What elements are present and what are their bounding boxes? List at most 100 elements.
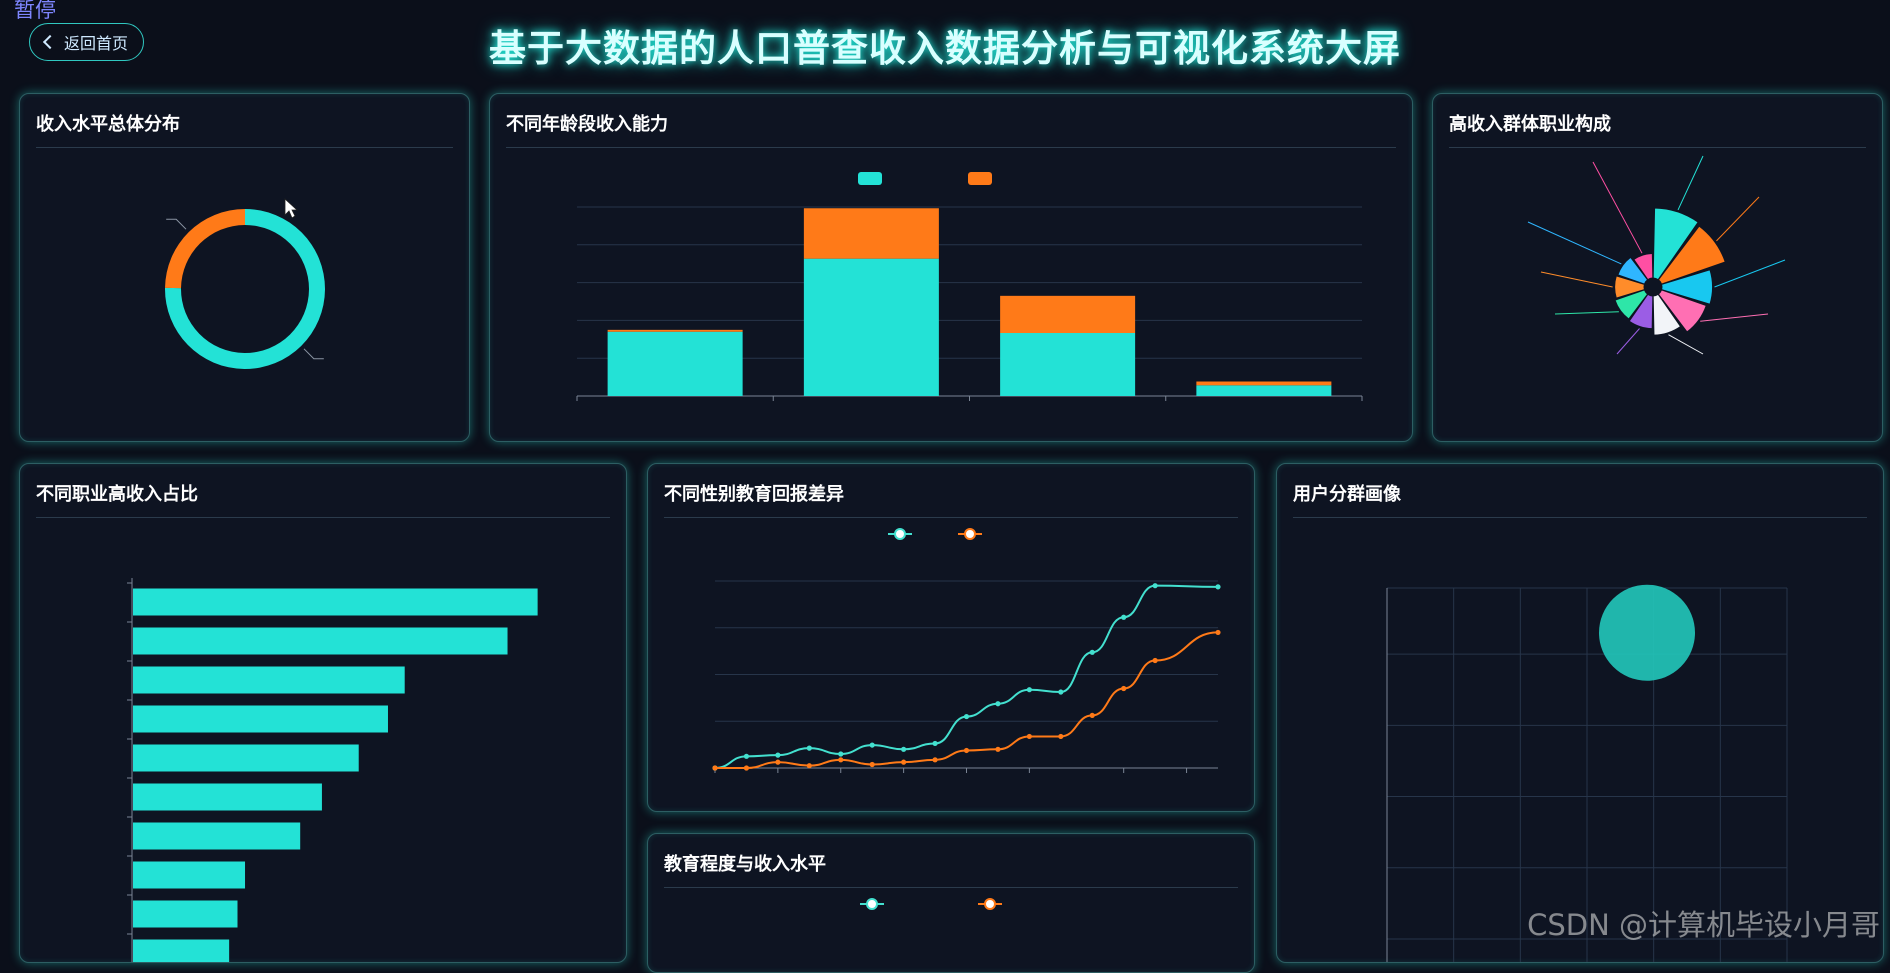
- label-leader: [1616, 328, 1640, 355]
- data-point: [838, 751, 844, 757]
- bar-segment: [803, 258, 939, 396]
- label-leader: [1700, 313, 1769, 322]
- legend-marker: [894, 528, 906, 540]
- panel-user-segment: 用户分群画像: [1276, 463, 1884, 963]
- divider: [664, 887, 1238, 888]
- data-point: [1121, 614, 1127, 620]
- bar: [133, 744, 359, 772]
- bar-segment: [607, 331, 743, 396]
- data-point: [869, 761, 875, 768]
- cursor-icon: [284, 198, 299, 219]
- data-point: [963, 747, 970, 754]
- legend-swatch: [858, 172, 882, 185]
- data-point: [1121, 685, 1127, 692]
- data-point: [995, 701, 1001, 707]
- bar: [133, 900, 238, 928]
- bar-segment: [1196, 385, 1332, 396]
- series-line: [714, 631, 1219, 769]
- panel-title: 不同年龄段收入能力: [506, 114, 668, 135]
- bar: [133, 627, 508, 655]
- label-leader: [1714, 259, 1786, 288]
- data-point: [1152, 657, 1158, 664]
- panel-title: 用户分群画像: [1293, 484, 1401, 505]
- bar-segment: [803, 208, 939, 259]
- data-point: [1026, 733, 1032, 740]
- label-leader: [303, 348, 324, 360]
- data-point: [932, 757, 938, 763]
- label-leader: [1716, 196, 1760, 242]
- data-point: [1089, 649, 1095, 655]
- bar: [133, 705, 388, 733]
- label-leader: [1668, 334, 1704, 355]
- data-point: [806, 763, 812, 769]
- legend-marker: [984, 898, 996, 910]
- page-title: 基于大数据的人口普查收入数据分析与可视化系统大屏: [489, 27, 1401, 70]
- gender-edu-line-chart: [712, 528, 1221, 773]
- rose-slice: [1657, 289, 1707, 333]
- scatter-point: [1599, 584, 1695, 681]
- data-point: [712, 765, 718, 771]
- rose-slice: [1614, 289, 1649, 320]
- income-donut-chart: [165, 198, 325, 369]
- divider: [1449, 147, 1866, 148]
- panel-title: 教育程度与收入水平: [664, 854, 826, 875]
- label-leader: [166, 218, 187, 230]
- legend-marker: [866, 898, 878, 910]
- data-point: [932, 740, 938, 747]
- data-point: [901, 746, 907, 752]
- divider: [664, 517, 1238, 518]
- data-point: [995, 746, 1001, 752]
- data-point: [1215, 629, 1221, 636]
- back-home-button[interactable]: 返回首页: [29, 23, 144, 61]
- rose-slice: [1652, 293, 1681, 336]
- bar-segment: [607, 329, 743, 332]
- divider: [36, 517, 610, 518]
- occupation-rose-chart: [1527, 155, 1786, 355]
- age-income-bar-chart: [576, 172, 1363, 401]
- data-point: [1152, 583, 1158, 589]
- bar-segment: [1196, 381, 1332, 386]
- panel-title: 收入水平总体分布: [36, 114, 180, 135]
- data-point: [838, 757, 844, 763]
- rose-slice: [1657, 225, 1726, 285]
- panel-gender-edu: 不同性别教育回报差异: [647, 463, 1255, 812]
- panel-title: 不同性别教育回报差异: [664, 484, 844, 505]
- divider: [1293, 517, 1867, 518]
- bar-segment: [1000, 295, 1136, 333]
- label-leader: [1527, 221, 1622, 265]
- data-point: [963, 713, 970, 720]
- label-leader: [1592, 161, 1643, 254]
- rose-slice: [1617, 256, 1649, 285]
- bar: [133, 861, 246, 889]
- legend-marker: [964, 528, 976, 540]
- bar: [133, 666, 405, 694]
- rose-slice: [1628, 293, 1654, 330]
- label-leader: [1540, 271, 1613, 288]
- data-point: [775, 752, 781, 758]
- rose-slice: [1652, 207, 1699, 281]
- edu-income-line-chart: [860, 898, 1002, 910]
- data-point: [775, 759, 781, 765]
- user-segment-scatter-chart: [1386, 584, 1788, 962]
- donut-slice: [165, 209, 245, 289]
- bar: [133, 822, 301, 850]
- data-point: [743, 753, 750, 759]
- panel-occupation-comp: 高收入群体职业构成: [1432, 93, 1883, 442]
- data-point: [1089, 712, 1095, 719]
- panel-title: 不同职业高收入占比: [36, 484, 198, 505]
- data-point: [901, 759, 907, 765]
- data-point: [743, 765, 750, 771]
- data-point: [869, 742, 875, 748]
- rose-slice: [1633, 252, 1654, 281]
- rose-slice: [1661, 269, 1714, 305]
- rose-slice: [1614, 275, 1645, 299]
- panel-occupation-ratio: 不同职业高收入占比: [19, 463, 627, 963]
- watermark: CSDN @计算机毕设小月哥: [1527, 908, 1880, 942]
- divider: [36, 147, 453, 148]
- bar-segment: [1000, 333, 1136, 396]
- series-line: [714, 584, 1219, 769]
- panel-age-income: 不同年龄段收入能力: [489, 93, 1413, 442]
- occupation-ratio-bar-chart: [127, 578, 538, 962]
- panel-income-dist: 收入水平总体分布: [19, 93, 470, 442]
- panel-title: 高收入群体职业构成: [1449, 114, 1611, 135]
